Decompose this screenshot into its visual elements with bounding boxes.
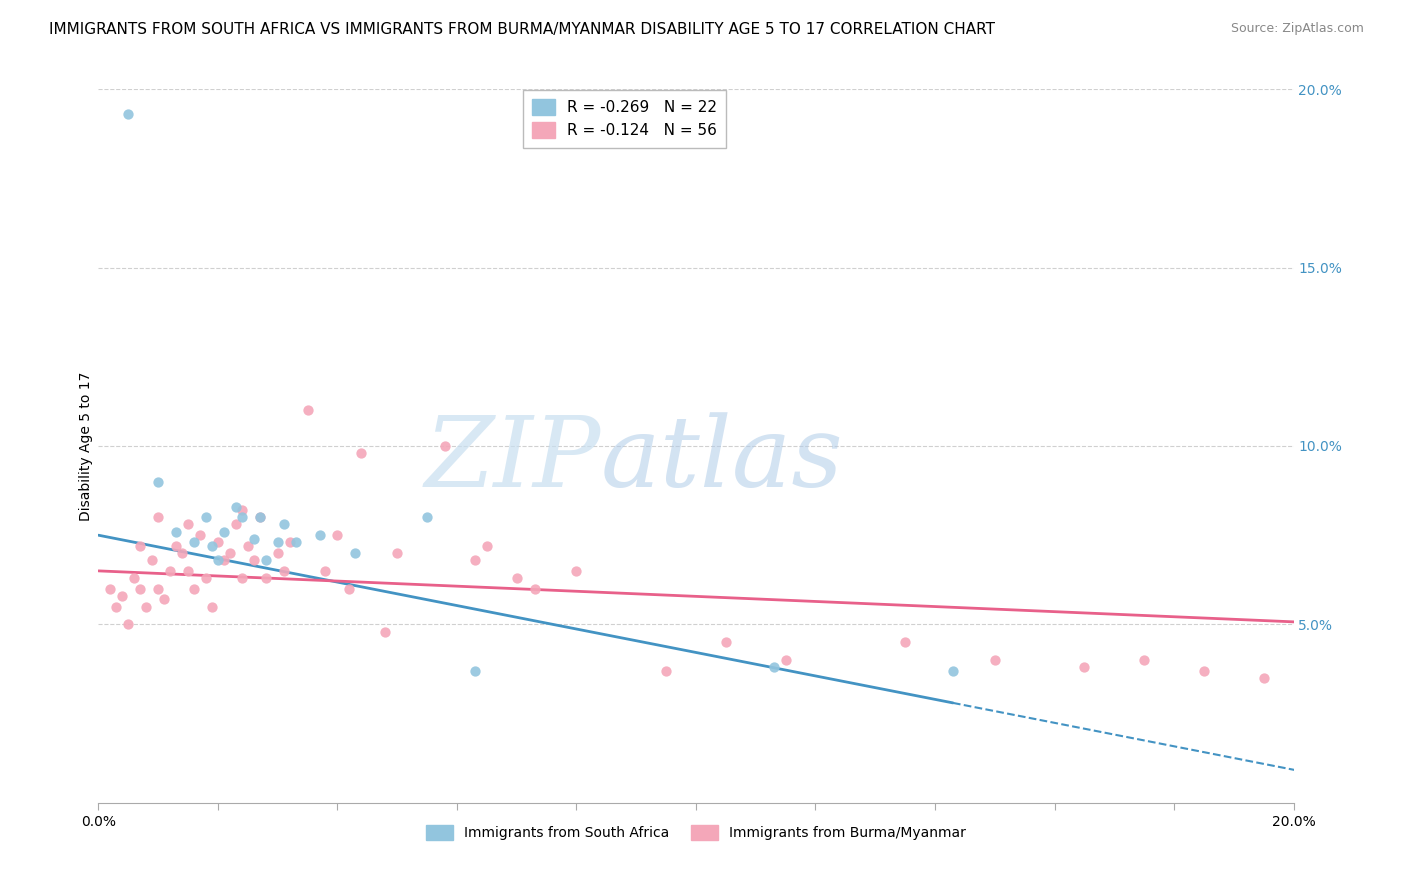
Legend: Immigrants from South Africa, Immigrants from Burma/Myanmar: Immigrants from South Africa, Immigrants… [420, 820, 972, 846]
Point [984, 653, 1007, 667]
Point [135, 599, 157, 614]
Point [231, 571, 253, 585]
Point [195, 510, 218, 524]
Point [374, 624, 396, 639]
Point [165, 524, 187, 539]
Point [219, 546, 242, 560]
Point [565, 564, 588, 578]
Point [249, 510, 271, 524]
Text: ZIP: ZIP [425, 413, 600, 508]
Point [297, 403, 319, 417]
Point [124, 571, 146, 585]
Point [177, 517, 200, 532]
Point [655, 664, 678, 678]
Point [105, 599, 128, 614]
Text: IMMIGRANTS FROM SOUTH AFRICA VS IMMIGRANTS FROM BURMA/MYANMAR DISABILITY AGE 5 T: IMMIGRANTS FROM SOUTH AFRICA VS IMMIGRAN… [49, 22, 995, 37]
Point [188, 528, 211, 542]
Point [225, 500, 247, 514]
Point [350, 446, 373, 460]
Point [212, 553, 235, 567]
Point [165, 539, 187, 553]
Point [267, 535, 290, 549]
Point [159, 564, 181, 578]
Point [894, 635, 917, 649]
Point [148, 475, 170, 489]
Point [1192, 664, 1215, 678]
Point [308, 528, 330, 542]
Y-axis label: Disability Age 5 to 17: Disability Age 5 to 17 [79, 371, 93, 521]
Point [273, 517, 295, 532]
Point [212, 524, 235, 539]
Point [201, 599, 224, 614]
Point [464, 553, 486, 567]
Point [267, 546, 290, 560]
Point [117, 107, 139, 121]
Point [278, 535, 301, 549]
Point [1133, 653, 1156, 667]
Point [111, 589, 134, 603]
Point [177, 564, 200, 578]
Point [141, 553, 163, 567]
Point [201, 539, 224, 553]
Point [1253, 671, 1275, 685]
Point [254, 553, 277, 567]
Point [243, 532, 266, 546]
Point [172, 546, 194, 560]
Point [207, 535, 229, 549]
Point [1073, 660, 1095, 674]
Point [284, 535, 307, 549]
Point [416, 510, 439, 524]
Point [385, 546, 409, 560]
Point [775, 653, 797, 667]
Point [464, 664, 486, 678]
Point [117, 617, 139, 632]
Point [434, 439, 457, 453]
Point [148, 582, 170, 596]
Point [195, 571, 218, 585]
Point [339, 582, 361, 596]
Point [762, 660, 785, 674]
Point [207, 553, 229, 567]
Point [254, 571, 277, 585]
Point [148, 510, 170, 524]
Point [183, 535, 205, 549]
Point [98, 582, 122, 596]
Point [249, 510, 271, 524]
Point [315, 564, 337, 578]
Point [475, 539, 498, 553]
Point [344, 546, 367, 560]
Point [273, 564, 295, 578]
Point [714, 635, 737, 649]
Point [942, 664, 965, 678]
Point [326, 528, 349, 542]
Point [231, 503, 253, 517]
Point [523, 582, 546, 596]
Point [225, 517, 247, 532]
Point [243, 553, 266, 567]
Text: Source: ZipAtlas.com: Source: ZipAtlas.com [1230, 22, 1364, 36]
Text: atlas: atlas [600, 413, 844, 508]
Point [153, 592, 176, 607]
Point [129, 539, 152, 553]
Point [183, 582, 205, 596]
Point [129, 582, 152, 596]
Point [506, 571, 529, 585]
Point [231, 510, 253, 524]
Point [236, 539, 259, 553]
